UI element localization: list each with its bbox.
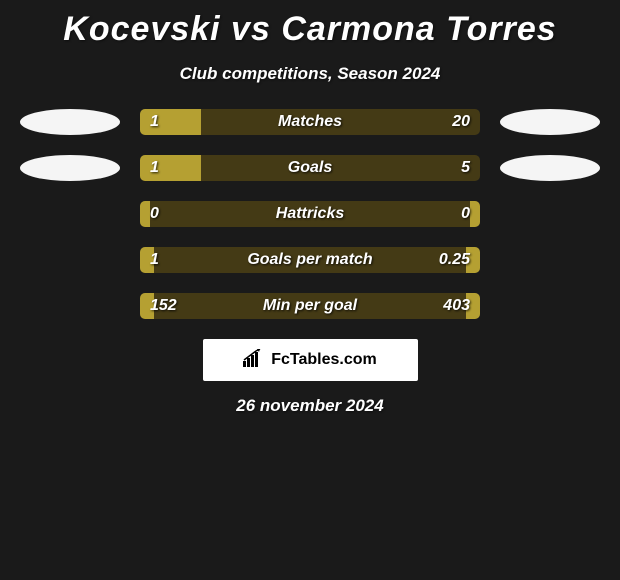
logo-content: FcTables.com (243, 349, 377, 372)
badge-spacer (20, 247, 120, 273)
stat-row: 1 Matches 20 (0, 109, 620, 135)
stat-row: 152 Min per goal 403 (0, 293, 620, 319)
player-left-badge (20, 155, 120, 181)
stat-value-right: 0.25 (439, 251, 470, 269)
badge-spacer (20, 201, 120, 227)
player-left-badge (20, 109, 120, 135)
stat-value-right: 403 (443, 297, 470, 315)
page-title: Kocevski vs Carmona Torres (0, 10, 620, 49)
comparison-container: Kocevski vs Carmona Torres Club competit… (0, 0, 620, 416)
stat-label: Goals per match (247, 251, 372, 269)
bar-right-fill (470, 201, 480, 227)
stat-bar: 1 Goals per match 0.25 (140, 247, 480, 273)
stat-label: Goals (288, 159, 332, 177)
stats-area: 1 Matches 20 1 Goals 5 0 Hattricks 0 1 Goals per m… (0, 109, 620, 319)
stat-value-left: 1 (150, 113, 159, 131)
badge-spacer (500, 293, 600, 319)
subtitle: Club competitions, Season 2024 (0, 64, 620, 84)
stat-row: 0 Hattricks 0 (0, 201, 620, 227)
stat-value-left: 1 (150, 251, 159, 269)
stat-bar: 1 Matches 20 (140, 109, 480, 135)
stat-value-right: 20 (452, 113, 470, 131)
logo-text: FcTables.com (271, 351, 377, 369)
stat-bar: 1 Goals 5 (140, 155, 480, 181)
date-text: 26 november 2024 (0, 396, 620, 416)
stat-row: 1 Goals per match 0.25 (0, 247, 620, 273)
chart-icon (243, 349, 265, 372)
player-right-badge (500, 109, 600, 135)
badge-spacer (20, 293, 120, 319)
stat-value-right: 0 (461, 205, 470, 223)
stat-value-left: 152 (150, 297, 177, 315)
stat-row: 1 Goals 5 (0, 155, 620, 181)
bar-left-fill (140, 201, 150, 227)
stat-label: Min per goal (263, 297, 357, 315)
stat-value-left: 1 (150, 159, 159, 177)
stat-bar: 152 Min per goal 403 (140, 293, 480, 319)
badge-spacer (500, 247, 600, 273)
stat-bar: 0 Hattricks 0 (140, 201, 480, 227)
stat-label: Matches (278, 113, 342, 131)
stat-value-left: 0 (150, 205, 159, 223)
player-right-badge (500, 155, 600, 181)
stat-value-right: 5 (461, 159, 470, 177)
badge-spacer (500, 201, 600, 227)
stat-label: Hattricks (276, 205, 344, 223)
logo-box[interactable]: FcTables.com (203, 339, 418, 381)
